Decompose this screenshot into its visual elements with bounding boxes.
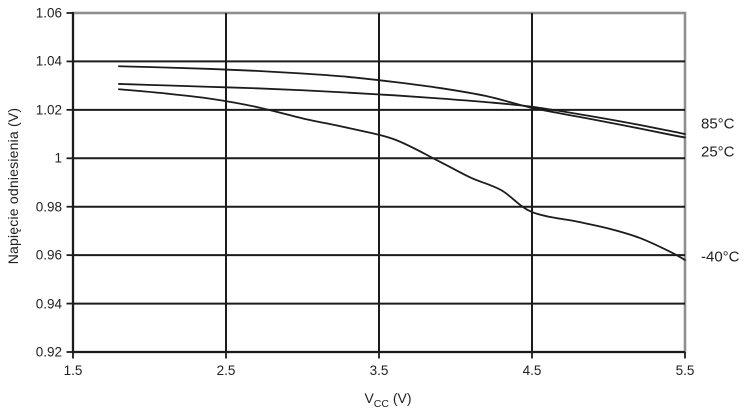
x-axis-title-subscript: CC — [373, 397, 389, 410]
x-tick-label: 4.5 — [522, 363, 542, 378]
x-tick-label: 3.5 — [369, 363, 389, 378]
series-curve--40c — [118, 88, 686, 261]
x-tick-label: 2.5 — [216, 363, 236, 378]
series-label-85c: 85°C — [701, 115, 735, 133]
y-tick-label: 1.04 — [35, 53, 62, 69]
series-label--40c: -40°C — [701, 248, 740, 266]
series-curve-85c — [118, 83, 686, 135]
y-tick-label: 0.96 — [35, 247, 62, 263]
y-tick-label: 1.02 — [35, 102, 62, 118]
series-label-25c: 25°C — [701, 143, 735, 161]
series-curve-25c — [118, 65, 686, 139]
y-tick-label: 0.98 — [35, 199, 62, 215]
x-tick-label: 5.5 — [675, 363, 695, 378]
y-tick-label: 1.06 — [35, 5, 62, 21]
x-axis-title-symbol: V — [364, 390, 374, 406]
x-tick-label: 1.5 — [63, 363, 83, 378]
y-axis-title: Napięcie odniesienia (V) — [5, 107, 21, 265]
x-axis-title: VCC (V) — [364, 390, 411, 410]
y-tick-label: 0.94 — [35, 296, 62, 312]
x-axis-title-unit: (V) — [388, 390, 412, 406]
y-tick-label: 1 — [54, 150, 62, 166]
y-tick-label: 0.92 — [35, 344, 62, 360]
